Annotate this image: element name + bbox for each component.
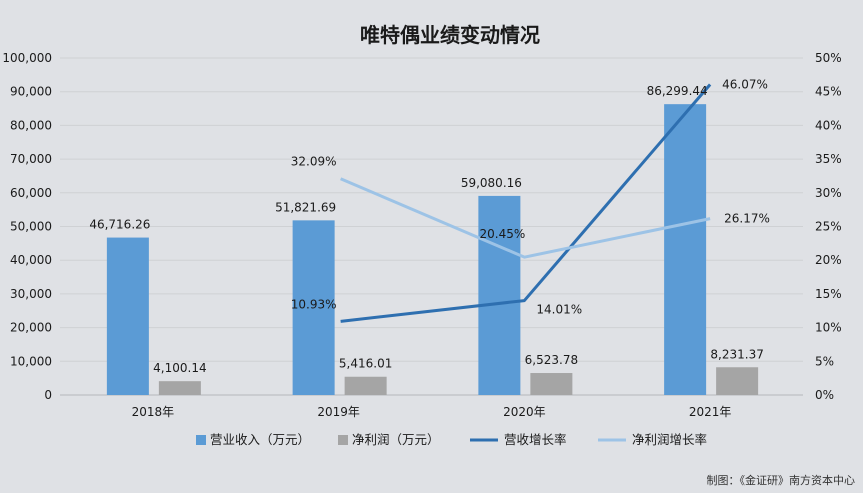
bar-value-label: 51,821.69 <box>275 200 336 214</box>
y-right-tick-label: 40% <box>815 118 842 132</box>
legend-label: 净利润（万元） <box>352 432 440 447</box>
y-left-tick-label: 20,000 <box>10 321 52 335</box>
y-right-tick-label: 30% <box>815 186 842 200</box>
labels-layer: 46,716.26 51,821.69 59,080.16 86,299.44 4,10… <box>89 77 770 375</box>
bar-value-label: 86,299.44 <box>647 84 708 98</box>
line-value-label: 32.09% <box>291 155 337 169</box>
bar <box>530 373 573 395</box>
bar-value-label: 8,231.37 <box>710 347 763 361</box>
bar <box>716 367 759 395</box>
y-left-tick-label: 50,000 <box>10 220 52 234</box>
bar-value-label: 46,716.26 <box>89 218 150 232</box>
y-right-tick-label: 45% <box>815 85 842 99</box>
legend-label: 营收增长率 <box>504 432 567 447</box>
line-value-label: 26.17% <box>724 212 770 226</box>
bar <box>158 381 201 395</box>
x-tick-label: 2019年 <box>317 405 360 419</box>
bar <box>292 220 335 395</box>
legend-swatch <box>196 435 206 445</box>
line-value-label: 46.07% <box>722 77 768 91</box>
y-left-tick-label: 80,000 <box>10 118 52 132</box>
legend: 营业收入（万元） 净利润（万元） 营收增长率 净利润增长率 <box>196 432 707 447</box>
y-right-tick-label: 15% <box>815 287 842 301</box>
y-left-tick-label: 0 <box>44 388 52 402</box>
y-right-tick-label: 50% <box>815 51 842 65</box>
y-right-tick-label: 0% <box>815 388 834 402</box>
source-credit: 制图：《金证研》南方资本中心 <box>707 473 856 487</box>
series-line <box>340 83 712 323</box>
legend-label: 净利润增长率 <box>632 432 707 447</box>
bar <box>106 237 149 395</box>
y-left-tick-label: 100,000 <box>2 51 52 65</box>
line-value-label: 14.01% <box>536 303 582 317</box>
y-left-tick-label: 60,000 <box>10 186 52 200</box>
legend-label: 营业收入（万元） <box>210 432 310 447</box>
x-tick-label: 2020年 <box>503 405 546 419</box>
y-left-tick-label: 30,000 <box>10 287 52 301</box>
axes-layer: 0 10,000 20,000 30,000 40,000 50,000 60,000 70,… <box>2 51 841 419</box>
x-tick-label: 2018年 <box>132 405 175 419</box>
y-right-tick-label: 20% <box>815 253 842 267</box>
y-right-tick-label: 10% <box>815 321 842 335</box>
y-left-tick-label: 10,000 <box>10 354 52 368</box>
lines-layer <box>340 83 712 323</box>
grid-layer <box>60 57 803 396</box>
bar-value-label: 5,416.01 <box>339 357 392 371</box>
line-value-label: 20.45% <box>479 227 525 241</box>
y-right-tick-label: 25% <box>815 220 842 234</box>
y-right-tick-label: 35% <box>815 152 842 166</box>
y-right-tick-label: 5% <box>815 354 834 368</box>
legend-swatch <box>338 435 348 445</box>
y-left-tick-label: 90,000 <box>10 85 52 99</box>
bar <box>478 195 521 395</box>
bar <box>664 104 707 395</box>
bar-value-label: 6,523.78 <box>525 353 578 367</box>
bar <box>344 376 387 395</box>
y-left-tick-label: 40,000 <box>10 253 52 267</box>
y-left-tick-label: 70,000 <box>10 152 52 166</box>
line-value-label: 10.93% <box>291 297 337 311</box>
bar-value-label: 59,080.16 <box>461 176 522 190</box>
x-tick-label: 2021年 <box>689 405 732 419</box>
series-line <box>340 177 711 259</box>
chart-title: 唯特偶业绩变动情况 <box>360 23 540 47</box>
bar-value-label: 4,100.14 <box>153 361 206 375</box>
bars-layer <box>106 104 759 395</box>
